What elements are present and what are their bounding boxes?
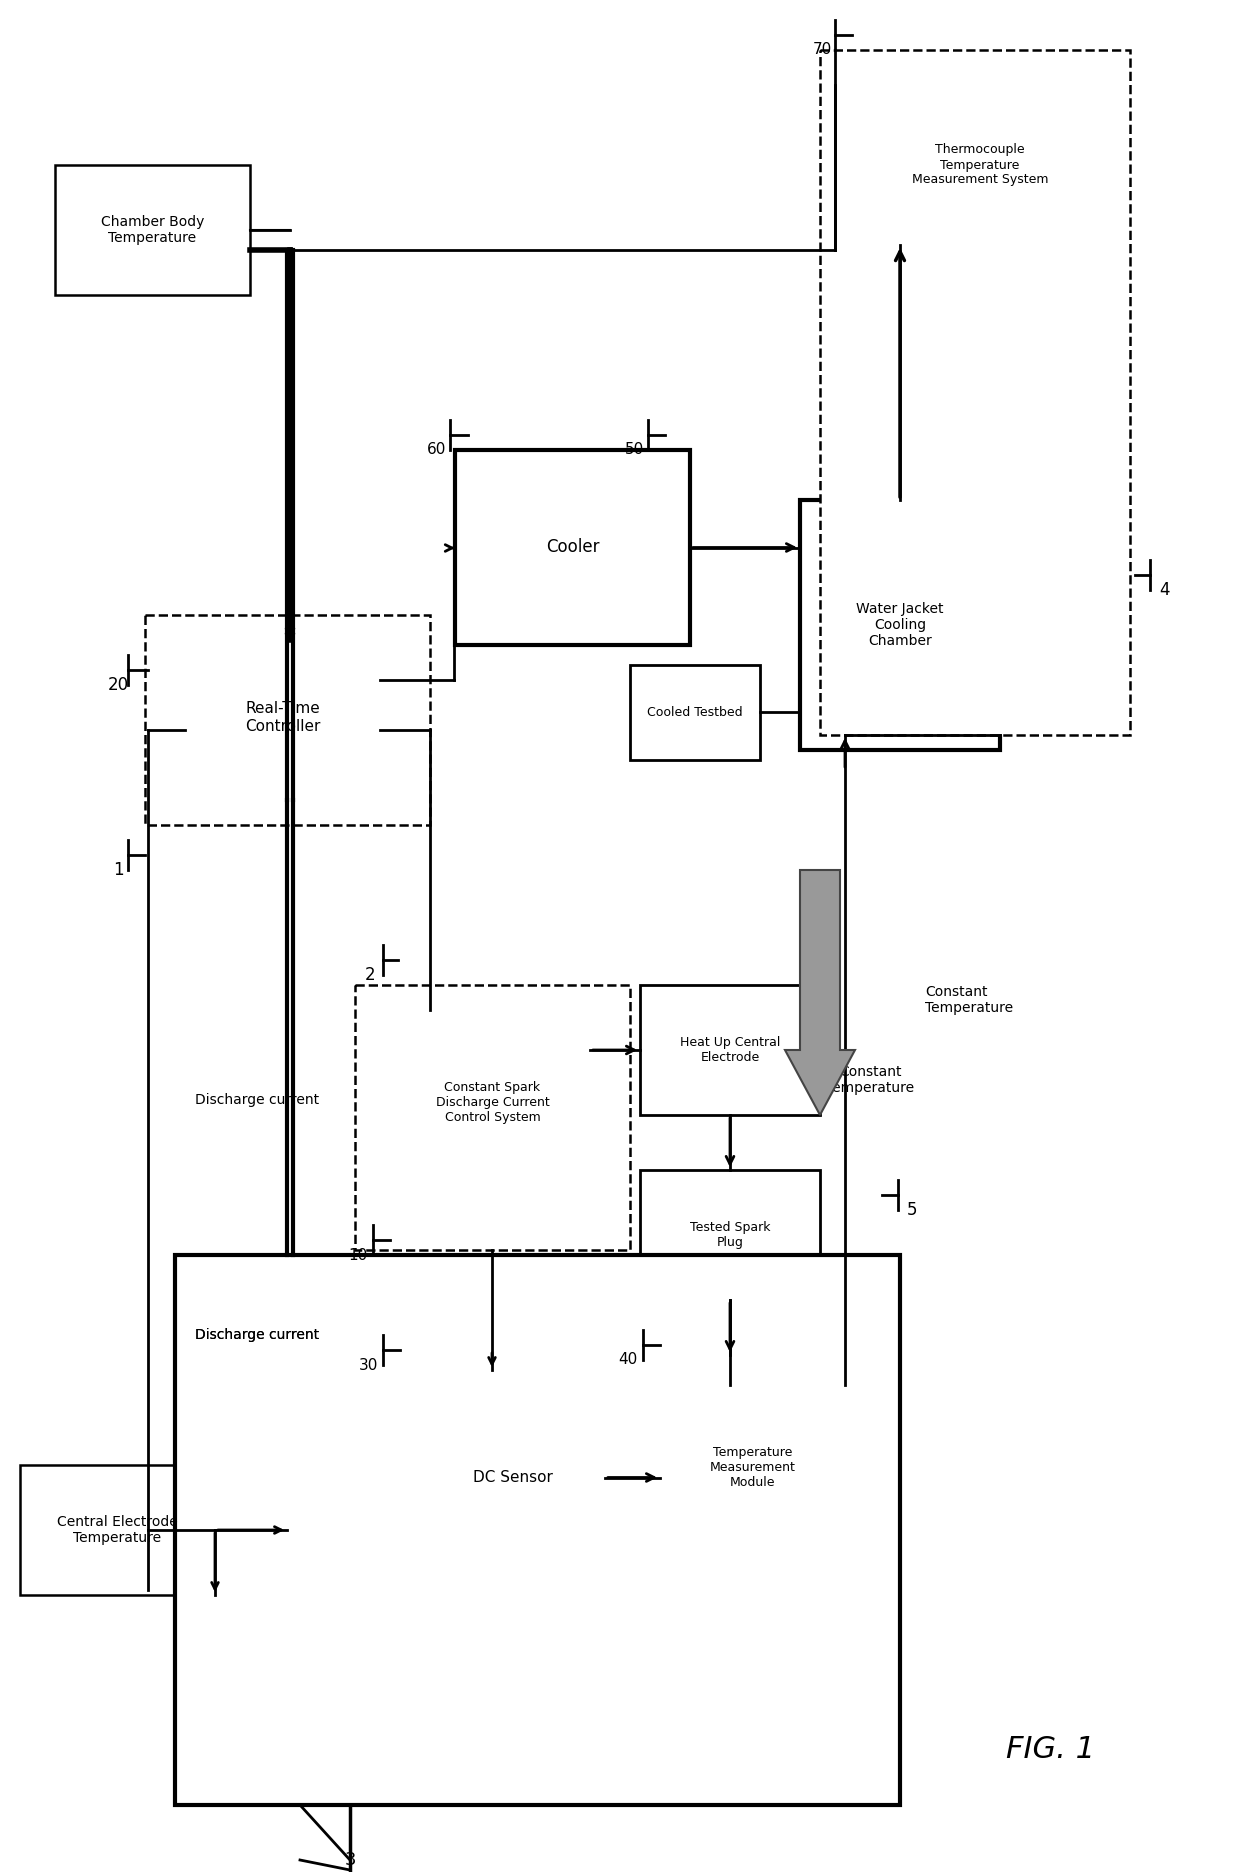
Bar xyxy=(640,1170,820,1299)
Bar xyxy=(396,1011,590,1194)
Text: 40: 40 xyxy=(619,1352,637,1368)
Bar xyxy=(455,449,689,646)
Bar xyxy=(55,165,250,296)
Text: 20: 20 xyxy=(108,676,129,695)
Text: 50: 50 xyxy=(625,442,645,457)
Text: Water Jacket
Cooling
Chamber: Water Jacket Cooling Chamber xyxy=(857,601,944,648)
Text: 60: 60 xyxy=(428,442,446,457)
Bar xyxy=(640,985,820,1116)
Bar xyxy=(185,640,379,796)
Text: Chamber Body
Temperature: Chamber Body Temperature xyxy=(100,215,205,245)
Bar xyxy=(630,665,760,760)
Text: Discharge current: Discharge current xyxy=(195,1327,319,1342)
Text: Constant Spark
Discharge Current
Control System: Constant Spark Discharge Current Control… xyxy=(435,1080,549,1123)
Text: Discharge current: Discharge current xyxy=(195,1327,319,1342)
Text: 2: 2 xyxy=(365,966,376,985)
Text: 1: 1 xyxy=(113,861,123,880)
Text: Constant
Temperature: Constant Temperature xyxy=(826,1065,914,1095)
Text: Cooler: Cooler xyxy=(546,539,599,556)
Text: Temperature
Measurement
Module: Temperature Measurement Module xyxy=(709,1445,795,1488)
Text: FIG. 1: FIG. 1 xyxy=(1006,1735,1095,1765)
Bar xyxy=(856,84,1105,245)
Polygon shape xyxy=(785,870,856,1116)
Text: Cooled Testbed: Cooled Testbed xyxy=(647,706,743,719)
Bar xyxy=(20,1466,215,1595)
Text: Thermocouple
Temperature
Measurement System: Thermocouple Temperature Measurement Sys… xyxy=(911,144,1048,187)
Text: Heat Up Central
Electrode: Heat Up Central Electrode xyxy=(680,1035,780,1063)
Text: Tested Spark
Plug: Tested Spark Plug xyxy=(689,1221,770,1249)
Text: Discharge current: Discharge current xyxy=(195,1093,319,1106)
Text: 5: 5 xyxy=(906,1202,918,1219)
Text: Real-Time
Controller: Real-Time Controller xyxy=(244,702,320,734)
Bar xyxy=(355,985,630,1250)
Bar xyxy=(145,616,430,826)
Text: 70: 70 xyxy=(812,43,832,58)
Text: Central Electrode
Temperature: Central Electrode Temperature xyxy=(57,1514,177,1544)
Text: Constant
Temperature: Constant Temperature xyxy=(925,985,1013,1015)
Text: 4: 4 xyxy=(1159,580,1171,599)
Text: DC Sensor: DC Sensor xyxy=(472,1470,553,1484)
Bar xyxy=(625,1355,880,1601)
Bar xyxy=(800,500,999,751)
Text: 3: 3 xyxy=(345,1851,356,1868)
Bar xyxy=(384,1370,635,1595)
Bar xyxy=(175,1254,900,1805)
Bar xyxy=(420,1400,605,1556)
Bar xyxy=(660,1385,844,1550)
Bar xyxy=(820,51,1130,736)
Text: 30: 30 xyxy=(358,1357,378,1372)
Text: 10: 10 xyxy=(348,1247,367,1262)
